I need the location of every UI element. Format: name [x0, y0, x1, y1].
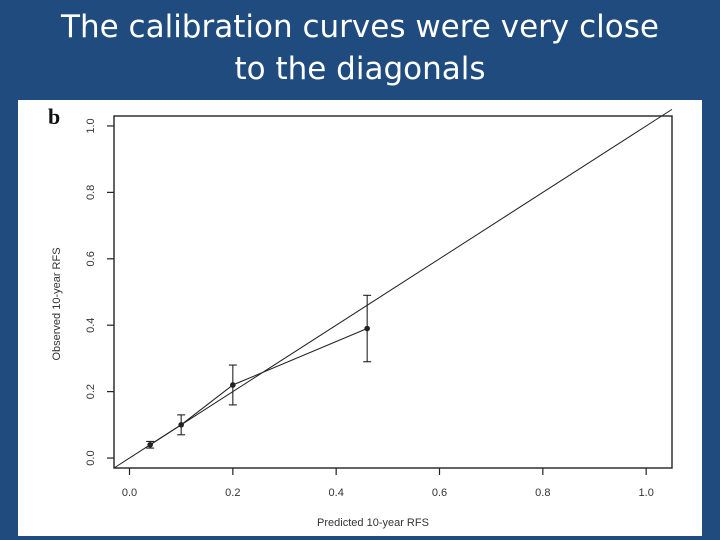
y-tick-label-4: 0.8: [85, 185, 97, 200]
reference-diagonal: [113, 108, 673, 469]
data-point-2: [230, 382, 236, 388]
y-axis-label: Observed 10-year RFS: [51, 247, 63, 360]
slide-title-line-2: to the diagonals: [234, 51, 486, 87]
calibration-chart: 0.0 0.2 0.4 0.6 0.8 1.0 0.0 0.2 0.4 0.6 0.8 1.0 Pred…: [48, 104, 673, 529]
x-tick-label-5: 1.0: [639, 487, 654, 499]
x-tick-label-2: 0.4: [329, 487, 344, 499]
data-point-0: [147, 441, 153, 448]
y-tick-label-3: 0.6: [85, 251, 97, 266]
x-tick-label-4: 0.8: [535, 487, 550, 499]
x-tick-label-3: 0.6: [432, 487, 447, 499]
data-point-1: [178, 422, 184, 428]
x-tick-label-1: 0.2: [225, 487, 240, 499]
chart-panel: 0.0 0.2 0.4 0.6 0.8 1.0 0.0 0.2 0.4 0.6 0.8 1.0 Pred…: [18, 100, 702, 536]
data-point-3: [364, 325, 370, 332]
slide-title-line-1: The calibration curves were very close: [61, 9, 659, 45]
calibration-line-0: [149, 328, 368, 446]
panel-label: b: [48, 104, 60, 129]
x-tick-label-0: 0.0: [122, 487, 137, 499]
y-tick-label-1: 0.2: [85, 384, 97, 399]
slide-title: The calibration curves were very close t…: [0, 6, 720, 90]
y-tick-label-0: 0.0: [85, 450, 97, 465]
x-axis-label: Predicted 10-year RFS: [317, 517, 429, 529]
plot-frame: [113, 115, 673, 469]
y-tick-label-5: 1.0: [85, 118, 97, 133]
y-tick-label-2: 0.4: [85, 318, 97, 333]
